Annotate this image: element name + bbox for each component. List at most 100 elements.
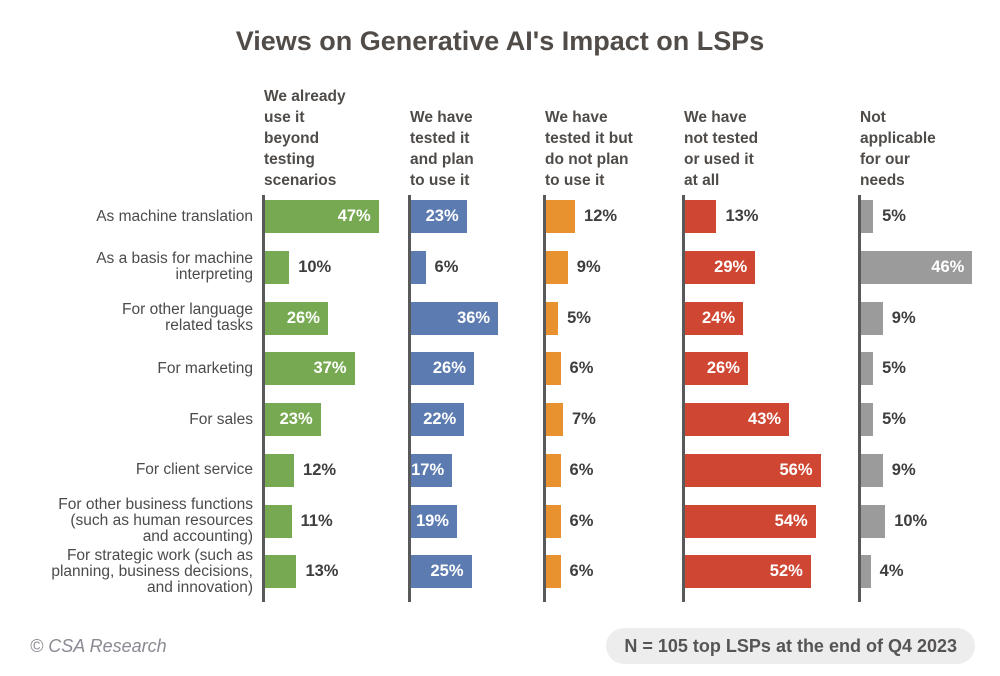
bar: 6% [411, 250, 458, 284]
axis-line [543, 195, 546, 602]
bar-value-label: 5% [882, 410, 906, 428]
column-header: We have tested it and plan to use it [410, 109, 474, 189]
bar-value-label: 36% [457, 308, 491, 327]
bar-value-label: 5% [567, 308, 591, 327]
bar-value-label: 6% [569, 511, 594, 530]
bar: 29% [685, 250, 756, 284]
row-label: As machine translation [96, 207, 253, 225]
bar-value-label: 24% [702, 308, 736, 327]
bar-value-label: 10% [894, 511, 928, 530]
bar: 10% [265, 250, 331, 284]
bar-value-label: 52% [769, 562, 803, 581]
bar: 47% [265, 200, 379, 233]
axis-line [262, 195, 265, 602]
bar-value-label: 29% [714, 257, 748, 276]
bar-value-label: 23% [425, 207, 459, 225]
row-label: For strategic work (such as planning, bu… [51, 546, 253, 596]
bar-value-label: 46% [931, 257, 965, 276]
bar: 37% [265, 352, 355, 386]
bar: 5% [861, 200, 906, 233]
bar: 46% [861, 250, 973, 284]
bar-value-label: 47% [337, 207, 371, 225]
bar: 13% [685, 200, 758, 233]
column-header: Not applicable for our needs [860, 109, 936, 189]
axis-line [408, 195, 411, 602]
bar-value-label: 25% [430, 562, 464, 581]
row-label: For other business functions (such as hu… [58, 496, 253, 545]
bar: 6% [546, 555, 593, 589]
axis-line [858, 195, 861, 602]
bar: 26% [411, 352, 474, 386]
row-label: For marketing [157, 359, 253, 377]
bar: 54% [685, 504, 816, 538]
bar-value-label: 56% [779, 460, 813, 479]
column-header: We already use it beyond testing scenari… [264, 88, 346, 189]
row-label: For other language related tasks [122, 301, 253, 334]
bar-value-label: 23% [279, 410, 313, 428]
bar-value-label: 13% [725, 207, 759, 225]
bar-value-label: 37% [313, 359, 347, 378]
bar: 22% [411, 403, 465, 436]
bar: 5% [861, 403, 906, 436]
bar-value-label: 9% [576, 257, 601, 276]
bar: 26% [685, 352, 748, 386]
bar-value-label: 12% [584, 207, 618, 225]
bar-value-label: 6% [434, 257, 459, 276]
bar-value-label: 4% [879, 562, 904, 581]
bar-value-label: 10% [298, 257, 332, 276]
bar: 4% [861, 555, 904, 589]
bar: 36% [411, 301, 499, 335]
bar-value-label: 11% [300, 511, 333, 530]
bar: 9% [861, 301, 916, 335]
bar-value-label: 5% [882, 207, 906, 225]
bar-value-label: 19% [415, 511, 449, 530]
bar-value-label: 54% [774, 511, 808, 530]
bar: 9% [546, 250, 601, 284]
row-label: For client service [135, 461, 253, 479]
bar-value-label: 6% [569, 562, 594, 581]
bar: 9% [861, 453, 916, 487]
bar-value-label: 12% [303, 460, 337, 479]
sample-size-badge: N = 105 top LSPs at the end of Q4 2023 [606, 628, 975, 664]
bar: 23% [411, 200, 467, 233]
bar: 13% [265, 555, 338, 589]
bar: 6% [546, 352, 593, 386]
bar: 19% [411, 504, 457, 538]
bar-value-label: 7% [571, 410, 596, 428]
bar: 23% [265, 403, 321, 436]
bar: 10% [861, 504, 927, 538]
bar-value-label: 6% [569, 460, 594, 479]
bar: 11% [265, 504, 333, 538]
bar: 24% [685, 301, 744, 335]
copyright-text: © CSA Research [30, 636, 167, 656]
bar-value-label: 22% [423, 410, 457, 428]
bar: 5% [546, 301, 591, 335]
row-label: For sales [189, 410, 253, 428]
bar: 6% [546, 453, 593, 487]
bar: 6% [546, 504, 593, 538]
chart-title: Views on Generative AI's Impact on LSPs [235, 26, 765, 56]
bar: 43% [685, 403, 790, 436]
bar: 26% [265, 301, 328, 335]
bar: 52% [685, 555, 811, 589]
bar: 56% [685, 453, 821, 487]
bar: 7% [546, 403, 596, 436]
bar: 25% [411, 555, 472, 589]
bar-value-label: 6% [569, 359, 594, 378]
bar-value-label: 17% [411, 460, 445, 479]
row-label: As a basis for machine interpreting [96, 250, 253, 284]
bar: 5% [861, 352, 906, 386]
bar-value-label: 13% [305, 562, 339, 581]
bar-value-label: 43% [748, 410, 782, 428]
bar-value-label: 9% [891, 460, 916, 479]
bar: 12% [265, 453, 336, 487]
bar: 17% [411, 453, 453, 487]
bar-value-label: 26% [432, 359, 466, 378]
bar-value-label: 9% [891, 308, 916, 327]
bar-value-label: 5% [882, 359, 906, 378]
bar-value-label: 26% [286, 308, 320, 327]
column-header: We have tested it but do not plan to use… [545, 109, 633, 189]
column-header: We have not tested or used it at all [684, 109, 759, 189]
bar: 12% [546, 200, 617, 233]
